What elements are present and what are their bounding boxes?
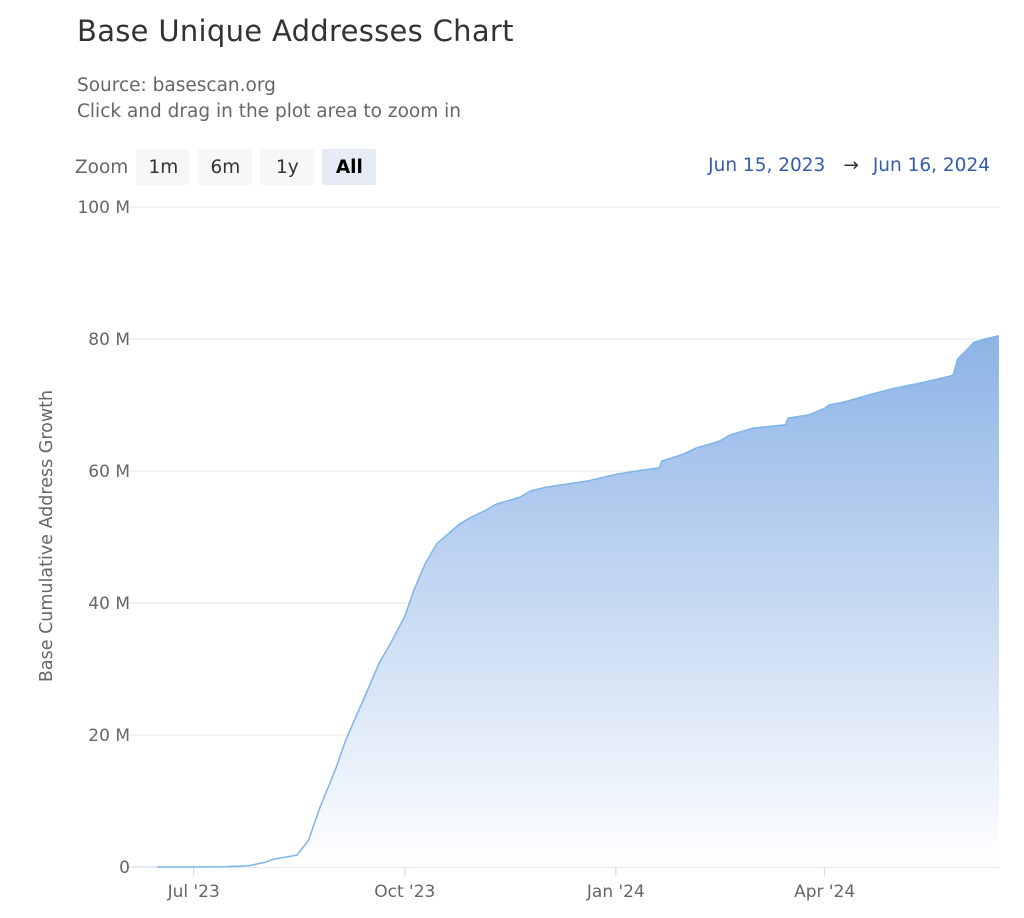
x-tick-label: Apr '24 (794, 882, 855, 902)
range-arrow-icon: → (843, 155, 859, 176)
x-tick-label: Jul '23 (167, 882, 220, 902)
range-from-input[interactable]: Jun 15, 2023 (708, 155, 826, 176)
series-line[interactable] (157, 334, 1000, 868)
y-tick-label: 80 M (88, 330, 130, 350)
x-axis: Jul '23 Oct '23 Jan '24 Apr '24 (167, 867, 855, 902)
chart-subtitle: Source: basescan.org Click and drag in t… (77, 73, 461, 125)
x-tick-label: Oct '23 (374, 882, 435, 902)
source-text: Source: basescan.org (77, 75, 276, 96)
zoom-all-button[interactable]: All (322, 149, 377, 185)
y-tick-label: 20 M (88, 726, 130, 746)
series-area-fill[interactable] (157, 335, 999, 867)
y-axis: 0 20 M 40 M 60 M 80 M 100 M (77, 198, 130, 878)
range-to-input[interactable]: Jun 16, 2024 (872, 155, 990, 176)
zoom-6m-button[interactable]: 6m (198, 149, 253, 185)
chart-title: Base Unique Addresses Chart (77, 14, 514, 48)
y-tick-label: 60 M (88, 462, 130, 482)
y-tick-label: 0 (119, 858, 130, 878)
zoom-1y-button[interactable]: 1y (260, 149, 315, 185)
y-axis-title: Base Cumulative Address Growth (37, 390, 57, 682)
zoom-hint-text: Click and drag in the plot area to zoom … (77, 101, 461, 122)
x-tick-label: Jan '24 (586, 882, 645, 902)
date-range-display: Jun 15, 2023 → Jun 16, 2024 (708, 155, 990, 176)
plot-area[interactable] (157, 334, 1000, 868)
zoom-label: Zoom (75, 156, 129, 178)
zoom-1m-button[interactable]: 1m (136, 149, 191, 185)
y-tick-label: 100 M (77, 198, 130, 218)
zoom-selector: Zoom 1m 6m 1y All (75, 149, 384, 185)
y-tick-label: 40 M (88, 594, 130, 614)
